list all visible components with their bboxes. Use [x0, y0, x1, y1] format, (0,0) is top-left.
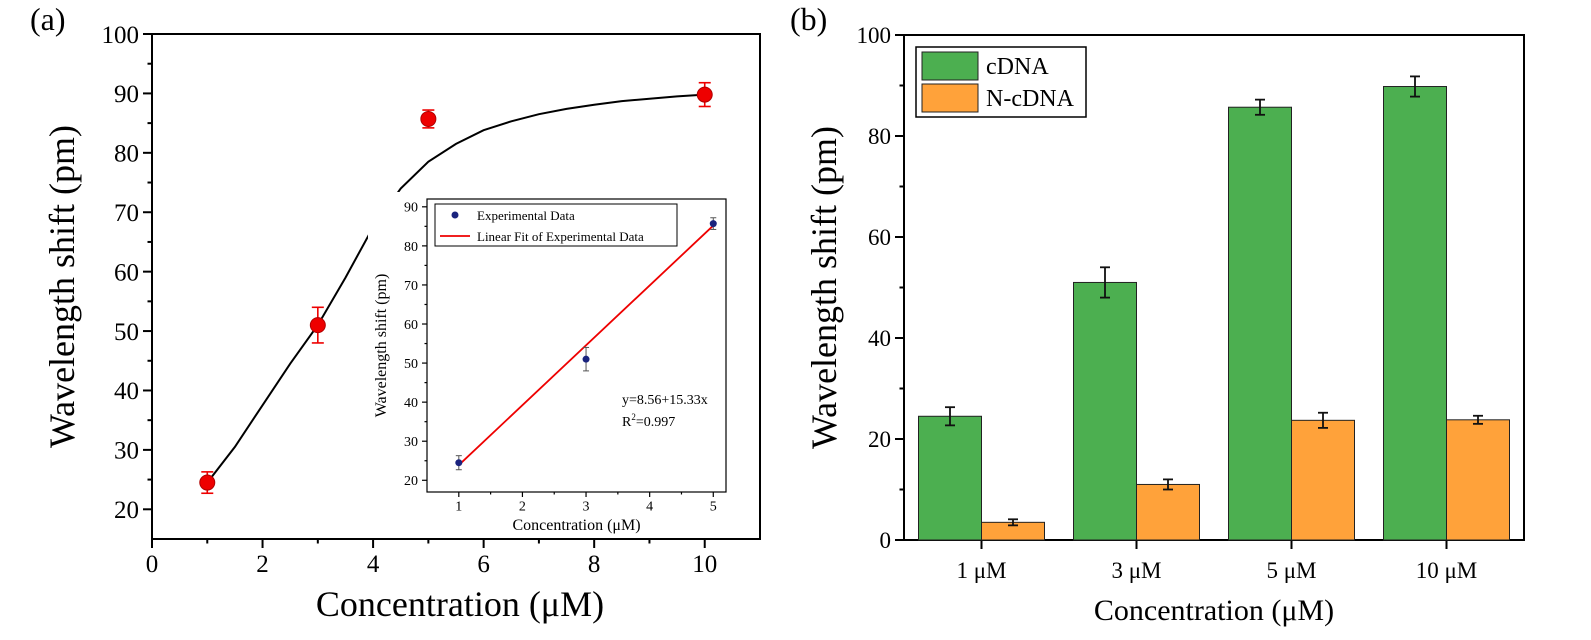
fit-curve — [206, 93, 705, 484]
y-tick-label: 90 — [114, 81, 139, 108]
bar-cdna — [918, 415, 982, 541]
r-value: =0.997 — [636, 415, 675, 430]
y-tick-label: 40 — [114, 378, 139, 405]
x-tick-label: 0 — [146, 551, 159, 578]
y-axis-title: Wavelength shift (pm) — [373, 274, 390, 418]
chart-a-inset: 20 30 40 50 60 70 80 90 1 2 3 4 5 Experimental Data Li… — [368, 192, 740, 537]
legend-swatch — [921, 83, 979, 113]
x-tick-label: 4 — [367, 551, 380, 578]
x-tick-label: 10 μM — [1416, 558, 1478, 583]
y-tick-label: 30 — [114, 438, 139, 465]
x-axis-title: Concentration (μM) — [316, 584, 604, 624]
data-point — [420, 110, 437, 127]
r-squared: R2=0.997 — [622, 412, 675, 430]
chart-a: 20 30 40 50 60 70 80 90 100 0 2 4 6 8 10 Concentration … — [42, 22, 761, 624]
plot-frame — [426, 198, 727, 493]
panel-a-label: (a) — [30, 1, 66, 37]
r-symbol: R — [622, 415, 632, 430]
bar-ncdna — [1291, 419, 1355, 541]
plot-frame — [151, 33, 761, 540]
legend-marker — [451, 211, 459, 219]
x-tick-label: 5 — [710, 499, 717, 514]
x-tick-label: 3 — [583, 499, 590, 514]
x-tick-label: 1 μM — [956, 558, 1006, 583]
data-point — [199, 474, 216, 491]
data-point — [309, 317, 326, 334]
legend-swatch — [921, 51, 979, 81]
y-tick-label: 100 — [102, 22, 140, 49]
legend-label: Linear Fit of Experimental Data — [477, 229, 644, 244]
y-tick-label: 80 — [114, 141, 139, 168]
y-tick-label: 80 — [404, 240, 418, 255]
y-axis-title: Wavelength shift (pm) — [804, 126, 844, 449]
x-tick-label: 3 μM — [1111, 558, 1161, 583]
y-tick-label: 60 — [114, 259, 139, 286]
x-tick-label: 10 — [692, 551, 717, 578]
legend-label: Experimental Data — [477, 208, 575, 223]
y-tick-label: 20 — [114, 497, 139, 524]
r-exponent: 2 — [631, 412, 636, 422]
inset-background — [368, 192, 740, 537]
data-point — [455, 459, 463, 467]
bar-cdna — [1073, 281, 1137, 541]
legend-label: cDNA — [986, 54, 1049, 80]
y-tick-label: 90 — [404, 201, 418, 216]
x-tick-label: 2 — [519, 499, 526, 514]
data-point — [709, 220, 717, 228]
panel-b-label: (b) — [790, 1, 827, 37]
x-tick-label: 2 — [256, 551, 269, 578]
y-tick-label: 70 — [114, 200, 139, 227]
x-axis-title: Concentration (μM) — [512, 517, 640, 534]
bar-cdna — [1228, 106, 1292, 541]
x-tick-label: 5 μM — [1266, 558, 1316, 583]
y-tick-label: 60 — [404, 318, 418, 333]
x-axis-title: Concentration (μM) — [1094, 594, 1334, 627]
y-tick-label: 30 — [404, 435, 418, 450]
y-tick-label: 60 — [868, 225, 891, 250]
x-tick-label: 4 — [646, 499, 653, 514]
bar-cdna — [1383, 86, 1447, 541]
legend-label: N-cDNA — [986, 86, 1075, 112]
linear-fit-line — [458, 224, 714, 466]
y-tick-label: 100 — [857, 23, 892, 48]
y-tick-label: 50 — [404, 357, 418, 372]
fit-equation: y=8.56+15.33x — [622, 393, 708, 408]
y-tick-label: 20 — [868, 427, 891, 452]
chart-b: 0 20 40 60 80 100 1 μM 3 μM 5 μM 10 μM cDNA N-cDNA C… — [804, 23, 1525, 627]
y-tick-label: 50 — [114, 319, 139, 346]
x-tick-label: 1 — [455, 499, 462, 514]
y-tick-label: 80 — [868, 124, 891, 149]
x-tick-label: 8 — [588, 551, 601, 578]
y-axis-title: Wavelength shift (pm) — [42, 125, 82, 448]
legend-box — [434, 203, 678, 247]
y-tick-label: 40 — [868, 326, 891, 351]
y-tick-label: 70 — [404, 279, 418, 294]
data-point — [582, 355, 590, 363]
bar-ncdna — [1136, 483, 1200, 541]
y-tick-label: 0 — [880, 528, 892, 553]
data-point — [696, 86, 713, 103]
bar-ncdna — [1446, 419, 1510, 541]
y-tick-label: 20 — [404, 474, 418, 489]
y-tick-label: 40 — [404, 396, 418, 411]
x-tick-label: 6 — [477, 551, 490, 578]
